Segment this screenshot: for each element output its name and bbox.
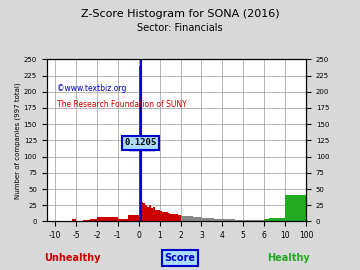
Bar bbox=[164, 212, 166, 221]
Bar bbox=[210, 218, 214, 221]
Bar bbox=[162, 212, 164, 221]
Text: 0.1205: 0.1205 bbox=[124, 139, 156, 147]
Bar bbox=[179, 215, 181, 221]
Y-axis label: Number of companies (997 total): Number of companies (997 total) bbox=[14, 82, 21, 199]
Text: ©www.textbiz.org: ©www.textbiz.org bbox=[57, 84, 127, 93]
Text: Sector: Financials: Sector: Financials bbox=[137, 23, 223, 33]
Bar bbox=[128, 215, 139, 221]
Text: Z-Score Histogram for SONA (2016): Z-Score Histogram for SONA (2016) bbox=[81, 9, 279, 19]
Bar bbox=[149, 205, 151, 221]
Text: Healthy: Healthy bbox=[267, 253, 309, 263]
Bar bbox=[168, 213, 170, 221]
Bar bbox=[235, 220, 239, 221]
Text: The Research Foundation of SUNY: The Research Foundation of SUNY bbox=[57, 100, 187, 109]
Bar bbox=[158, 210, 160, 221]
Bar bbox=[147, 207, 149, 221]
Bar bbox=[83, 220, 90, 221]
Bar bbox=[156, 210, 158, 221]
Bar bbox=[153, 207, 156, 221]
Bar bbox=[139, 66, 141, 221]
Bar bbox=[222, 220, 226, 221]
Bar bbox=[143, 203, 145, 221]
Bar bbox=[172, 214, 174, 221]
Bar bbox=[176, 214, 179, 221]
Bar bbox=[231, 220, 235, 221]
Bar bbox=[269, 218, 285, 221]
Bar bbox=[166, 212, 168, 221]
Bar bbox=[218, 219, 222, 221]
Bar bbox=[160, 211, 162, 221]
Bar bbox=[202, 218, 206, 221]
Bar bbox=[254, 220, 264, 221]
Bar bbox=[90, 219, 97, 221]
Bar bbox=[285, 195, 306, 221]
Bar bbox=[174, 214, 176, 221]
Bar bbox=[193, 217, 197, 221]
Bar bbox=[239, 220, 243, 221]
Bar bbox=[197, 217, 202, 221]
Bar bbox=[243, 220, 254, 221]
Bar bbox=[185, 216, 189, 221]
Bar bbox=[118, 219, 128, 221]
Bar bbox=[97, 217, 118, 221]
Bar bbox=[264, 220, 269, 221]
Text: Unhealthy: Unhealthy bbox=[44, 253, 100, 263]
Text: Score: Score bbox=[165, 253, 195, 263]
Bar bbox=[181, 215, 185, 221]
Bar bbox=[72, 220, 76, 221]
Bar bbox=[206, 218, 210, 221]
Bar bbox=[145, 205, 147, 221]
Bar bbox=[170, 214, 172, 221]
Bar bbox=[214, 219, 218, 221]
Bar bbox=[151, 208, 153, 221]
Bar bbox=[226, 220, 231, 221]
Bar bbox=[141, 202, 143, 221]
Bar bbox=[189, 216, 193, 221]
